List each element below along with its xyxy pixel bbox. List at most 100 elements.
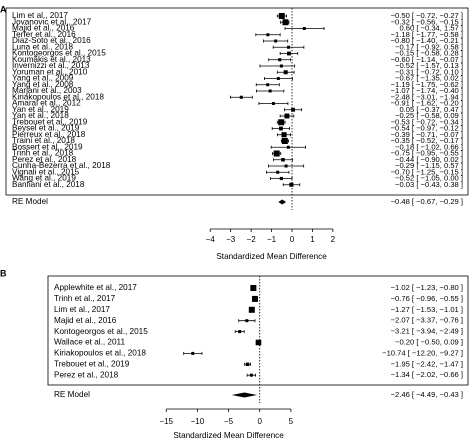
x-tick-label: −5 bbox=[224, 417, 234, 426]
x-tick-label: 0 bbox=[290, 235, 295, 244]
x-tick-label: 2 bbox=[331, 235, 336, 244]
study-ci-text: −0.32 [ −0.56, −0.15 ] bbox=[391, 17, 463, 26]
point-estimate bbox=[284, 164, 288, 168]
panel-label: A bbox=[0, 4, 7, 14]
point-estimate bbox=[291, 107, 296, 112]
study-label: Amaral et al., 2012 bbox=[12, 99, 81, 108]
study-ci-text: 0.60 [ −0.34, 1.57 ] bbox=[399, 24, 463, 33]
point-estimate bbox=[287, 45, 291, 49]
study-ci-text: −0.75 [ −0.95, −0.55 ] bbox=[391, 149, 463, 158]
study-label: Terfer et al., 2016 bbox=[12, 30, 76, 39]
point-estimate bbox=[287, 51, 291, 56]
study-ci-text: −10.74 [ −12.20, −9.27 ] bbox=[382, 348, 463, 357]
study-ci-text: −0.20 [ −0.50, 0.09 ] bbox=[395, 338, 463, 347]
study-label: Cunha-Bezerra et al., 2018 bbox=[12, 161, 111, 170]
summary-label: RE Model bbox=[54, 390, 90, 399]
study-label: Kontogeorgos et al., 2015 bbox=[54, 327, 148, 336]
study-ci-text: −0.60 [ −1.14, −0.07 ] bbox=[391, 55, 463, 64]
study-label: Wang et al., 2019 bbox=[12, 174, 76, 183]
study-label: Traini et al., 2018 bbox=[12, 136, 75, 145]
summary-diamond bbox=[231, 392, 258, 398]
studies-frame bbox=[47, 275, 469, 386]
x-tick-label: −3 bbox=[226, 235, 236, 244]
summary-ci-text: −0.48 [ −0.67, −0.29 ] bbox=[391, 197, 463, 206]
study-ci-text: −0.80 [ −1.40, −0.21 ] bbox=[391, 36, 463, 45]
point-estimate bbox=[268, 89, 272, 93]
study-label: Trebouet et al., 2019 bbox=[54, 359, 130, 368]
study-ci-text: −1.02 [ −1.23, −0.80 ] bbox=[391, 283, 463, 292]
panel-label: B bbox=[0, 268, 7, 278]
point-estimate bbox=[191, 351, 195, 355]
study-label: Yan et al., 2018 bbox=[12, 111, 69, 120]
point-estimate bbox=[278, 58, 282, 62]
x-tick-label: −15 bbox=[159, 417, 173, 426]
x-axis-label: Standardized Mean Difference bbox=[173, 431, 284, 440]
x-tick-label: 0 bbox=[257, 417, 262, 426]
point-estimate bbox=[255, 339, 262, 346]
study-label: Wallace et al., 2011 bbox=[54, 338, 125, 347]
study-label: Banfiani et al., 2018 bbox=[12, 180, 85, 189]
point-estimate bbox=[279, 64, 283, 68]
point-estimate bbox=[302, 27, 306, 30]
point-estimate bbox=[245, 362, 250, 367]
study-ci-text: −1.18 [ −1.77, −0.58 ] bbox=[391, 30, 463, 39]
point-estimate bbox=[286, 145, 290, 149]
study-label: Diaz-Soto et al., 2016 bbox=[12, 36, 91, 45]
study-ci-text: −0.31 [ −0.72, 0.10 ] bbox=[395, 67, 463, 76]
point-estimate bbox=[250, 285, 257, 291]
study-ci-text: −0.70 [ −1.25, −0.15 ] bbox=[391, 167, 463, 176]
study-label: Koumakis et al., 2013 bbox=[12, 55, 91, 64]
summary-label: RE Model bbox=[12, 197, 48, 206]
study-label: Perez et al., 2018 bbox=[12, 155, 77, 164]
point-estimate bbox=[279, 176, 283, 181]
x-tick-label: −1 bbox=[267, 235, 277, 244]
study-label: Majid et al., 2016 bbox=[12, 24, 75, 33]
study-label: Luna et al., 2018 bbox=[12, 42, 73, 51]
study-label: Kiriakopoulos et al., 2018 bbox=[12, 92, 104, 101]
point-estimate bbox=[271, 102, 275, 105]
x-tick-label: −4 bbox=[206, 235, 216, 244]
study-label: Kiriakopoulos et al., 2018 bbox=[54, 349, 146, 358]
x-tick-label: −10 bbox=[191, 417, 205, 426]
study-label: Yan et al., 2019 bbox=[12, 105, 69, 114]
x-tick-label: 5 bbox=[289, 417, 294, 426]
study-ci-text: −0.52 [ −1.05, 0.00 ] bbox=[395, 174, 463, 183]
point-estimate bbox=[249, 373, 253, 377]
study-ci-text: −2.48 [ −3.01, −1.94 ] bbox=[391, 92, 463, 101]
study-ci-text: −0.17 [ −0.92, 0.58 ] bbox=[395, 42, 463, 51]
study-label: Yoruman et al., 2010 bbox=[12, 67, 88, 76]
point-estimate bbox=[279, 126, 283, 131]
point-estimate bbox=[251, 295, 258, 302]
study-label: Trinh et al., 2017 bbox=[54, 294, 116, 303]
point-estimate bbox=[266, 83, 270, 87]
study-ci-text: −0.03 [ −0.43, 0.38 ] bbox=[395, 180, 463, 189]
study-label: Beysel et al., 2019 bbox=[12, 124, 80, 133]
x-axis-label: Standardized Mean Difference bbox=[216, 252, 327, 261]
point-estimate bbox=[281, 157, 285, 162]
x-tick-label: 1 bbox=[310, 235, 315, 244]
point-estimate bbox=[278, 13, 285, 19]
x-tick-label: −2 bbox=[247, 235, 257, 244]
study-label: Bossert et al., 2019 bbox=[12, 142, 83, 151]
study-ci-text: −1.07 [ −1.74, −0.40 ] bbox=[391, 86, 463, 95]
point-estimate bbox=[281, 138, 288, 144]
study-label: Applewhite et al., 2017 bbox=[54, 283, 137, 292]
point-estimate bbox=[245, 319, 249, 323]
study-label: Marjani et al., 2003 bbox=[12, 86, 82, 95]
studies-frame bbox=[5, 7, 469, 196]
point-estimate bbox=[276, 170, 280, 174]
study-ci-text: −0.35 [ −0.52, −0.17 ] bbox=[391, 136, 463, 145]
point-estimate bbox=[238, 330, 242, 334]
study-ci-text: −0.29 [ −1.15, 0.57 ] bbox=[395, 161, 463, 170]
study-ci-text: −0.44 [ −0.90, 0.02 ] bbox=[395, 155, 463, 164]
study-label: Kontogeorgos et al., 2015 bbox=[12, 49, 106, 58]
study-label: Lim et al., 2017 bbox=[12, 11, 68, 20]
point-estimate bbox=[278, 119, 285, 126]
point-estimate bbox=[273, 150, 280, 157]
study-label: Yang et al., 2008 bbox=[12, 80, 74, 89]
summary-diamond bbox=[278, 199, 287, 205]
study-ci-text: −1.27 [ −1.53, −1.01 ] bbox=[391, 305, 463, 314]
study-ci-text: −0.54 [ −0.97, −0.12 ] bbox=[391, 124, 463, 133]
study-ci-text: 0.05 [ −0.37, 0.47 ] bbox=[399, 105, 463, 114]
